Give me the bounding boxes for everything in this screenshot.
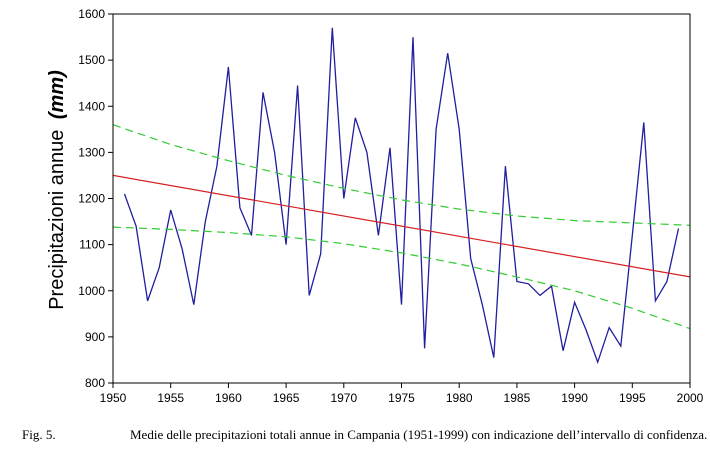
y-tick-label: 1600: [78, 7, 105, 21]
chart: 1950 1955 1960 1965 1970 1975 1980 1985 1990 1995…: [46, 7, 704, 405]
x-tick-label: 1965: [273, 391, 300, 405]
y-axis-label-text: Precipitazioni annue: [46, 130, 68, 310]
y-axis-label: Precipitazioni annue (mm): [46, 70, 68, 310]
series-line-trend: [112, 174, 691, 278]
y-tick-label: 1300: [78, 145, 105, 159]
y-tick-label: 1200: [78, 192, 105, 206]
x-tick-label: 1975: [388, 391, 415, 405]
x-tick-label: 2000: [677, 391, 704, 405]
series-line-confidence-2: [112, 124, 691, 226]
axes: 1950 1955 1960 1965 1970 1975 1980 1985 1990 1995…: [78, 7, 703, 405]
x-tick-label: 1990: [561, 391, 588, 405]
x-tick-label: 1950: [100, 391, 127, 405]
y-tick-label: 1000: [78, 284, 105, 298]
x-tick-label: 1995: [619, 391, 646, 405]
series-line-confidence-3: [112, 226, 691, 330]
y-tick-label: 800: [85, 376, 105, 390]
x-tick-label: 1955: [157, 391, 184, 405]
y-tick-label: 1100: [79, 238, 105, 252]
x-tick-label: 1985: [504, 391, 531, 405]
x-tick-label: 1960: [215, 391, 242, 405]
y-tick-label: 1500: [78, 53, 105, 67]
y-axis-label-unit: (mm): [46, 70, 68, 119]
plot-frame: [112, 13, 691, 384]
x-tick-label: 1980: [446, 391, 473, 405]
series-line-annual: [123, 27, 680, 365]
x-tick-label: 1970: [330, 391, 357, 405]
caption-text: Medie delle precipitazioni totali annue …: [130, 427, 708, 442]
plot-area: [112, 27, 691, 365]
y-tick-label: 1400: [78, 99, 105, 113]
y-tick-label: 900: [85, 330, 105, 344]
caption-label: Fig. 5.: [22, 427, 56, 442]
